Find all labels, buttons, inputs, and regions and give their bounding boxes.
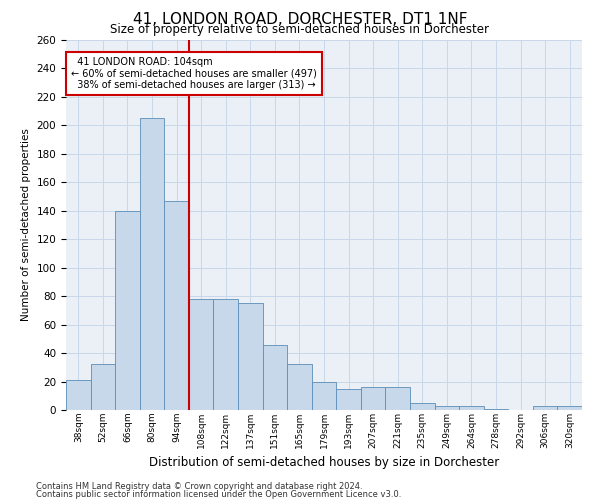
Bar <box>238 304 263 410</box>
Bar <box>361 387 385 410</box>
Bar <box>91 364 115 410</box>
Bar <box>140 118 164 410</box>
X-axis label: Distribution of semi-detached houses by size in Dorchester: Distribution of semi-detached houses by … <box>149 456 499 469</box>
Text: 41, LONDON ROAD, DORCHESTER, DT1 1NF: 41, LONDON ROAD, DORCHESTER, DT1 1NF <box>133 12 467 28</box>
Text: Contains public sector information licensed under the Open Government Licence v3: Contains public sector information licen… <box>36 490 401 499</box>
Bar <box>557 406 582 410</box>
Bar <box>533 406 557 410</box>
Text: Contains HM Land Registry data © Crown copyright and database right 2024.: Contains HM Land Registry data © Crown c… <box>36 482 362 491</box>
Text: Size of property relative to semi-detached houses in Dorchester: Size of property relative to semi-detach… <box>110 22 490 36</box>
Bar <box>336 388 361 410</box>
Bar <box>434 406 459 410</box>
Bar <box>287 364 312 410</box>
Bar <box>459 406 484 410</box>
Bar <box>484 408 508 410</box>
Bar <box>410 403 434 410</box>
Bar <box>263 344 287 410</box>
Bar <box>312 382 336 410</box>
Bar <box>66 380 91 410</box>
Bar <box>189 299 214 410</box>
Text: 41 LONDON ROAD: 104sqm
← 60% of semi-detached houses are smaller (497)
  38% of : 41 LONDON ROAD: 104sqm ← 60% of semi-det… <box>71 56 317 90</box>
Bar <box>214 299 238 410</box>
Bar <box>115 211 140 410</box>
Bar <box>164 201 189 410</box>
Y-axis label: Number of semi-detached properties: Number of semi-detached properties <box>21 128 31 322</box>
Bar <box>385 387 410 410</box>
